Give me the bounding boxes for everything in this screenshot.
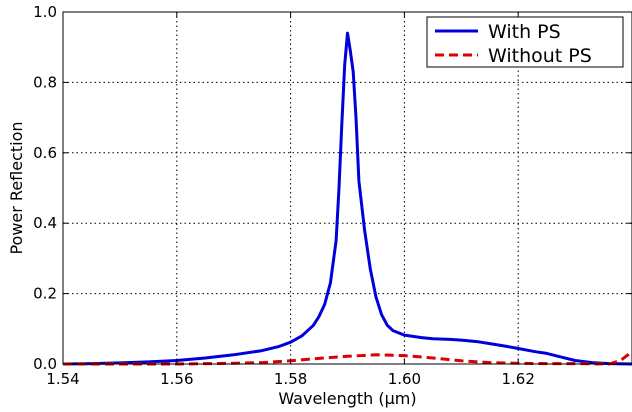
y-tick-label: 0.2 [33, 285, 57, 303]
legend-label-with-ps: With PS [488, 21, 561, 43]
plot-frame [62, 11, 632, 365]
x-tick-labels: 1.54 1.56 1.58 1.60 1.62 [46, 370, 535, 388]
legend: With PS Without PS [426, 16, 624, 68]
x-tick-label: 1.56 [160, 370, 193, 388]
y-tick-label: 0.0 [33, 355, 57, 373]
y-tick-label: 1.0 [33, 3, 57, 21]
y-tick-label: 0.8 [33, 73, 57, 91]
x-tick-label: 1.54 [46, 370, 79, 388]
x-tick-label: 1.62 [501, 370, 534, 388]
axis-ticks [62, 11, 632, 365]
x-tick-label: 1.60 [388, 370, 421, 388]
y-axis-label: Power Reflection [7, 121, 26, 254]
x-axis-label: Wavelength (μm) [278, 389, 416, 408]
y-tick-labels: 0.0 0.2 0.4 0.6 0.8 1.0 [33, 3, 57, 373]
y-tick-label: 0.4 [33, 214, 57, 232]
series-line-with-ps [62, 31, 632, 366]
y-tick-label: 0.6 [33, 144, 57, 162]
legend-box [426, 16, 624, 68]
x-tick-label: 1.58 [274, 370, 307, 388]
legend-label-without-ps: Without PS [488, 45, 592, 67]
